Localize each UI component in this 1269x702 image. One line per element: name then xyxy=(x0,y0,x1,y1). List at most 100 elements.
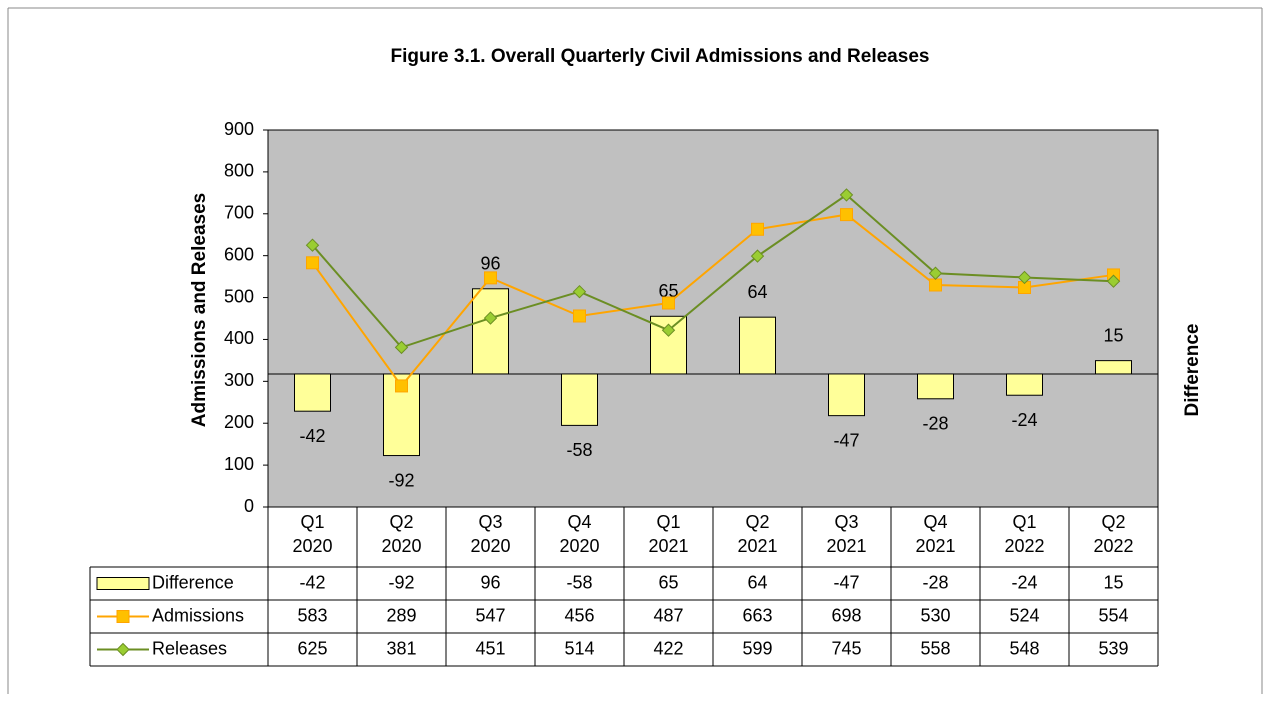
marker xyxy=(839,188,854,202)
x-tick-label-line: Q1 xyxy=(300,512,324,532)
table-cell: 64 xyxy=(747,572,767,592)
y-tick-label: 800 xyxy=(224,161,254,181)
table-cell: 524 xyxy=(1009,605,1039,625)
bar xyxy=(917,373,954,400)
bar xyxy=(739,316,776,375)
y-tick-label: 900 xyxy=(224,119,254,139)
marker xyxy=(573,309,586,323)
marker xyxy=(662,296,675,310)
x-tick-label-line: 2020 xyxy=(559,536,599,556)
table-cell: -42 xyxy=(299,572,325,592)
x-tick-label: Q3 2020 xyxy=(470,512,510,556)
table-cell: 65 xyxy=(658,572,678,592)
x-tick-label-line: 2020 xyxy=(381,536,421,556)
table-cell: 451 xyxy=(475,638,505,658)
marker xyxy=(306,256,319,270)
table-cell: -58 xyxy=(566,572,592,592)
table-cell: 487 xyxy=(653,605,683,625)
y-tick-label: 500 xyxy=(224,286,254,306)
data-label: -24 xyxy=(1011,410,1037,430)
x-tick-label-line: 2020 xyxy=(292,536,332,556)
y-tick-label: 600 xyxy=(224,244,254,264)
marker xyxy=(483,311,498,325)
table-cell: 539 xyxy=(1098,638,1128,658)
table-cell: 548 xyxy=(1009,638,1039,658)
x-tick-label-line: Q2 xyxy=(745,512,769,532)
x-tick-label: Q4 2021 xyxy=(915,512,955,556)
marker xyxy=(750,249,765,263)
data-label: -28 xyxy=(922,414,948,434)
x-tick-label: Q1 2021 xyxy=(648,512,688,556)
table-cell: 599 xyxy=(742,638,772,658)
x-tick-label-line: 2021 xyxy=(648,536,688,556)
marker xyxy=(840,208,853,222)
x-tick-label-line: 2022 xyxy=(1093,536,1133,556)
x-tick-label: Q2 2022 xyxy=(1093,512,1133,556)
bar xyxy=(472,288,509,375)
y2-axis-title: Difference xyxy=(1182,324,1203,417)
legend-label: Difference xyxy=(152,572,234,592)
x-tick-label-line: 2020 xyxy=(470,536,510,556)
x-tick-label-line: Q3 xyxy=(834,512,858,532)
table-cell: 530 xyxy=(920,605,950,625)
x-tick-label-line: Q2 xyxy=(1101,512,1125,532)
x-tick-label-line: Q1 xyxy=(656,512,680,532)
y-axis-title: Admissions and Releases xyxy=(189,193,210,427)
x-tick-label-line: Q1 xyxy=(1012,512,1036,532)
table-cell: 558 xyxy=(920,638,950,658)
bar xyxy=(561,373,598,426)
table-cell: 96 xyxy=(480,572,500,592)
table-cell: 663 xyxy=(742,605,772,625)
table-cell: -47 xyxy=(833,572,859,592)
x-tick-label-line: Q4 xyxy=(567,512,591,532)
legend-marker xyxy=(116,642,130,657)
table-cell: 547 xyxy=(475,605,505,625)
data-label: 96 xyxy=(480,254,500,274)
marker xyxy=(572,284,587,299)
bar xyxy=(294,373,331,412)
y-tick-label: 300 xyxy=(224,370,254,390)
chart-title: Figure 3.1. Overall Quarterly Civil Admi… xyxy=(391,46,930,67)
legend-swatch xyxy=(96,577,150,590)
y-tick-label: 0 xyxy=(244,496,254,516)
x-tick-label-line: 2022 xyxy=(1004,536,1044,556)
data-label: -47 xyxy=(833,430,859,450)
y-tick-label: 200 xyxy=(224,412,254,432)
table-cell: 15 xyxy=(1103,572,1123,592)
x-tick-label-line: Q2 xyxy=(389,512,413,532)
data-label: 65 xyxy=(658,281,678,301)
table-cell: 381 xyxy=(386,638,416,658)
line xyxy=(311,193,1114,349)
y-tick-label: 700 xyxy=(224,203,254,223)
marker xyxy=(751,222,764,236)
table-cell: 745 xyxy=(831,638,861,658)
x-tick-label: Q4 2020 xyxy=(559,512,599,556)
marker xyxy=(395,379,408,393)
marker xyxy=(1017,270,1032,285)
table-cell: 698 xyxy=(831,605,861,625)
table-cell: 583 xyxy=(297,605,327,625)
x-tick-label-line: 2021 xyxy=(737,536,777,556)
bar xyxy=(828,373,865,417)
data-label: -42 xyxy=(299,426,325,446)
legend-marker xyxy=(116,610,130,623)
y-tick-label: 100 xyxy=(224,454,254,474)
x-tick-label-line: Q4 xyxy=(923,512,947,532)
y-tick-label: 400 xyxy=(224,328,254,348)
marker xyxy=(305,238,320,252)
x-tick-label: Q2 2021 xyxy=(737,512,777,556)
x-tick-label-line: Q3 xyxy=(478,512,502,532)
x-tick-label: Q2 2020 xyxy=(381,512,421,556)
marker xyxy=(394,340,409,355)
table-cell: 456 xyxy=(564,605,594,625)
x-tick-label-line: 2021 xyxy=(826,536,866,556)
table-cell: 554 xyxy=(1098,605,1128,625)
marker xyxy=(484,271,497,285)
data-label: -92 xyxy=(388,470,414,490)
bar xyxy=(1006,373,1043,396)
marker xyxy=(661,323,676,337)
x-tick-label: Q3 2021 xyxy=(826,512,866,556)
legend-label: Admissions xyxy=(152,605,244,625)
data-label: 15 xyxy=(1103,325,1123,345)
table-cell: -24 xyxy=(1011,572,1037,592)
